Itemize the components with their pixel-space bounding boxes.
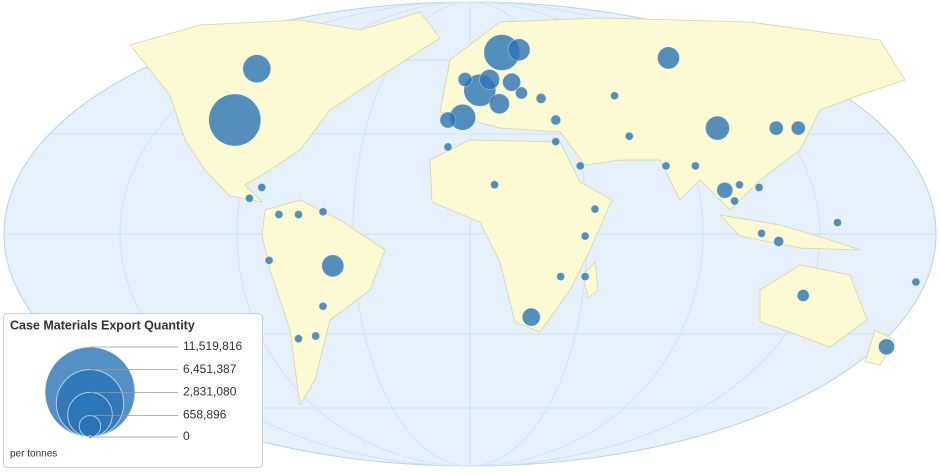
bubble [768, 120, 784, 136]
bubble [321, 254, 345, 278]
bubble [735, 180, 744, 190]
bubble [311, 331, 320, 341]
bubble [730, 196, 739, 206]
bubble [443, 142, 453, 152]
legend: Case Materials Export Quantity per tonne… [3, 313, 263, 468]
legend-label: 658,896 [183, 408, 227, 422]
bubble [294, 334, 303, 343]
bubble [716, 181, 734, 199]
bubble [911, 277, 921, 287]
bubble [657, 46, 680, 70]
bubble [556, 272, 565, 281]
bubble [590, 204, 600, 214]
legend-label: 0 [183, 429, 190, 443]
legend-sizes: 11,519,816 6,451,387 2,831,080 658,896 0 [44, 339, 242, 443]
bubble [550, 114, 562, 126]
bubble [624, 131, 634, 141]
bubble [754, 183, 764, 192]
legend-circle [78, 414, 102, 438]
bubble [521, 307, 541, 327]
bubble [502, 72, 521, 92]
bubble [245, 194, 254, 203]
bubble [790, 120, 806, 136]
bubbles [208, 34, 921, 356]
bubble [575, 161, 585, 171]
legend-label: 6,451,387 [183, 362, 237, 376]
bubble [691, 161, 700, 171]
bubble [318, 302, 328, 311]
bubble [610, 91, 619, 100]
bubble [257, 183, 267, 192]
bubble [507, 38, 531, 62]
bubble [242, 54, 272, 83]
bubble [833, 218, 842, 227]
legend-label: 2,831,080 [183, 385, 237, 399]
bubble [515, 86, 528, 100]
bubble [535, 93, 547, 104]
bubble [439, 111, 457, 129]
land [129, 11, 906, 407]
bubble [457, 72, 473, 87]
bubble [661, 161, 671, 171]
bubble [294, 210, 303, 219]
bubble [264, 256, 274, 265]
bubble [773, 236, 784, 247]
legend-title: Case Materials Export Quantity [10, 318, 195, 332]
bubble [489, 93, 510, 115]
bubble [479, 69, 500, 90]
bubble [705, 115, 730, 141]
bubble [318, 207, 328, 217]
bubble [208, 93, 262, 147]
legend-unit: per tonnes [10, 449, 57, 460]
bubble [490, 180, 499, 190]
bubble [796, 289, 810, 302]
bubble [878, 338, 895, 356]
legend-label: 11,519,816 [183, 339, 242, 353]
bubble [551, 137, 561, 146]
bubble [580, 231, 590, 241]
bubble [580, 272, 590, 281]
bubble [757, 229, 766, 238]
bubble [274, 210, 284, 219]
